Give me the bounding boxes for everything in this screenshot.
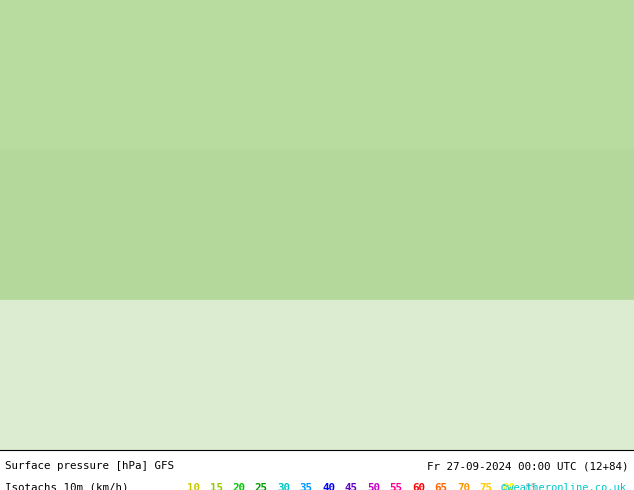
Text: 15: 15 <box>209 483 223 490</box>
Text: 25: 25 <box>254 483 268 490</box>
Bar <box>0 300 634 450</box>
Text: 70: 70 <box>457 483 470 490</box>
Bar <box>0 0 634 150</box>
Text: 30: 30 <box>277 483 290 490</box>
Text: 35: 35 <box>299 483 313 490</box>
Text: ©weatheronline.co.uk: ©weatheronline.co.uk <box>501 483 626 490</box>
Text: Surface pressure [hPa] GFS: Surface pressure [hPa] GFS <box>5 461 174 471</box>
Text: 60: 60 <box>412 483 425 490</box>
Text: 55: 55 <box>389 483 403 490</box>
Text: 75: 75 <box>479 483 493 490</box>
Text: Isotachs 10m (km/h): Isotachs 10m (km/h) <box>5 483 129 490</box>
Text: 50: 50 <box>367 483 380 490</box>
Text: 80: 80 <box>502 483 515 490</box>
Text: Fr 27-09-2024 00:00 UTC (12+84): Fr 27-09-2024 00:00 UTC (12+84) <box>427 461 629 471</box>
Text: 90: 90 <box>547 483 560 490</box>
Text: 45: 45 <box>345 483 358 490</box>
Text: 65: 65 <box>434 483 448 490</box>
Text: 20: 20 <box>232 483 245 490</box>
Bar <box>0 150 634 300</box>
Text: 40: 40 <box>322 483 335 490</box>
Text: 10: 10 <box>187 483 200 490</box>
Text: 85: 85 <box>525 483 538 490</box>
